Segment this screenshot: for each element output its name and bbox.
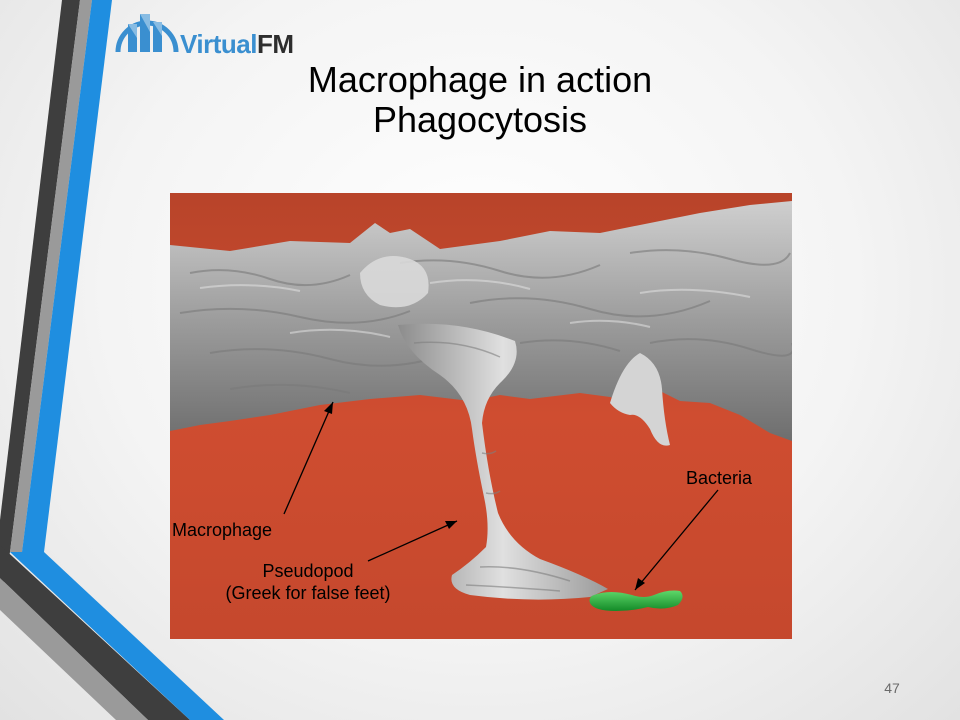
logo-word-virtual: Virtual — [180, 29, 257, 59]
annotation-arrows — [283, 401, 719, 591]
slide-title-line-2: Phagocytosis — [372, 99, 588, 140]
micrograph-illustration — [170, 193, 792, 639]
macrophage-micrograph — [170, 193, 792, 639]
label-pseudopod-line-2: (Greek for false feet) — [225, 583, 391, 603]
virtualfm-logo: VirtualFM — [114, 2, 314, 58]
slide-title: Macrophage in action Phagocytosis — [200, 60, 760, 140]
bacteria-arrow — [634, 489, 719, 591]
label-pseudopod: Pseudopod (Greek for false feet) — [172, 560, 444, 604]
blue-bottom-stripe — [10, 552, 224, 720]
gray-bottom-stripe — [0, 578, 148, 720]
logo-word-fm: FM — [256, 29, 294, 59]
page-number: 47 — [884, 680, 900, 696]
pseudopod-arrow — [367, 520, 458, 562]
dark-diagonal-stripe — [0, 0, 80, 600]
cell-protrusion — [610, 353, 670, 446]
label-pseudopod-line-1: Pseudopod — [262, 561, 354, 581]
logo-wordmark: VirtualFM — [180, 29, 294, 59]
label-bacteria: Bacteria — [686, 468, 753, 488]
cell-surface-bump — [360, 256, 429, 308]
pseudopod-texture — [413, 341, 571, 592]
bacterium — [589, 590, 683, 611]
cell-highlight-texture — [199, 279, 751, 338]
dark-bottom-stripe — [0, 545, 190, 720]
cell-surface-texture — [179, 249, 792, 394]
gray-diagonal-stripe — [10, 0, 92, 552]
label-macrophage: Macrophage — [172, 520, 273, 540]
building-icon — [115, 14, 179, 53]
macrophage-arrow — [283, 401, 334, 515]
pseudopod — [398, 323, 608, 600]
blue-diagonal-stripe — [22, 0, 112, 552]
slide-title-line-1: Macrophage in action — [307, 59, 653, 100]
